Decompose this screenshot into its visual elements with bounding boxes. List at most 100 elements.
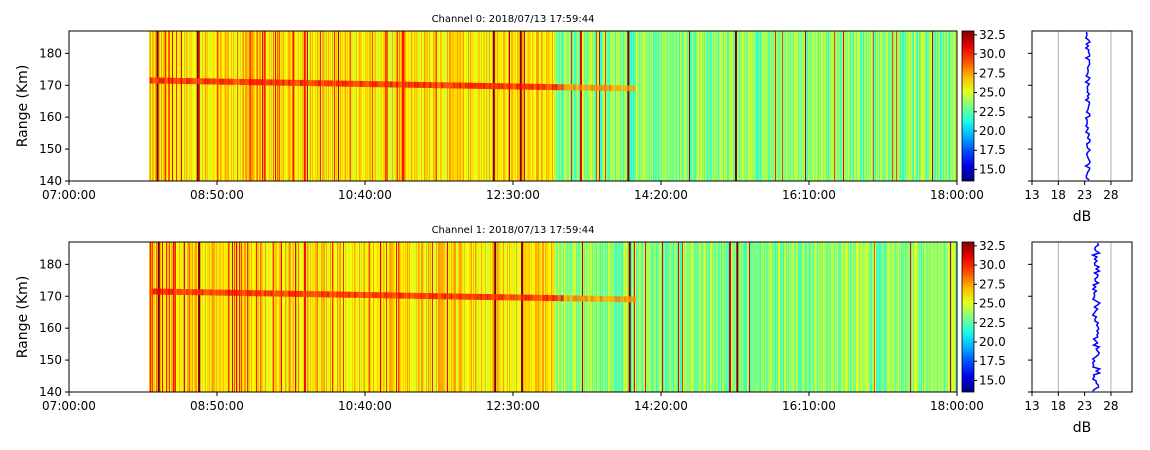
heatmap-column	[445, 31, 447, 181]
heatmap-column	[537, 242, 539, 392]
heatmap-column	[934, 242, 936, 392]
heatmap-column	[201, 242, 203, 392]
heatmap-column	[172, 31, 174, 181]
echo-layer-segment	[176, 288, 180, 295]
heatmap-column	[738, 242, 740, 392]
heatmap-column	[797, 31, 799, 181]
echo-layer-segment	[260, 79, 264, 86]
heatmap-column	[287, 31, 289, 181]
heatmap-column	[505, 242, 507, 392]
heatmap-column	[339, 31, 341, 181]
heatmap-column	[949, 31, 951, 181]
heatmap-column	[493, 242, 495, 392]
heatmap-column	[623, 31, 625, 181]
heatmap-column	[477, 31, 479, 181]
heatmap-column	[877, 242, 879, 392]
heatmap-column	[826, 31, 828, 181]
heatmap-column	[359, 242, 361, 392]
heatmap-column	[241, 242, 243, 392]
heatmap-column	[296, 242, 298, 392]
heatmap-column	[150, 242, 152, 392]
heatmap-column	[489, 242, 491, 392]
heatmap-column	[472, 242, 474, 392]
echo-layer-segment	[164, 77, 168, 84]
heatmap-column	[432, 31, 434, 181]
heatmap-column	[855, 242, 857, 392]
heatmap-column	[225, 31, 227, 181]
interference-line	[198, 242, 201, 392]
echo-layer-segment	[242, 79, 246, 86]
echo-layer-segment	[293, 79, 297, 86]
heatmap-column	[609, 31, 611, 181]
heatmap-column	[574, 31, 576, 181]
heatmap-column	[291, 242, 293, 392]
heatmap-column	[921, 242, 923, 392]
heatmap-column	[270, 242, 272, 392]
heatmap-column	[925, 242, 927, 392]
heatmap-column	[223, 242, 225, 392]
heatmap-column	[297, 242, 299, 392]
heatmap-column	[257, 31, 259, 181]
echo-layer-segment	[407, 292, 411, 299]
heatmap-column	[806, 242, 808, 392]
heatmap-column	[813, 242, 815, 392]
heatmap-column	[217, 31, 219, 181]
echo-layer-segment	[404, 81, 408, 88]
interference-line	[521, 242, 524, 392]
heatmap-column	[225, 242, 227, 392]
heatmap-column	[466, 242, 468, 392]
heatmap-column	[285, 242, 287, 392]
heatmap-column	[465, 242, 467, 392]
heatmap-column	[439, 31, 441, 181]
echo-layer-segment	[569, 84, 573, 91]
heatmap-column	[803, 31, 805, 181]
echo-layer-segment	[521, 294, 525, 301]
heatmap-column	[368, 31, 370, 181]
heatmap-column	[795, 242, 797, 392]
heatmap-column	[625, 31, 627, 181]
heatmap-column	[324, 31, 326, 181]
echo-layer-segment	[152, 288, 156, 295]
echo-layer-segment	[590, 295, 594, 302]
heatmap-column	[350, 31, 352, 181]
echo-layer-segment	[572, 295, 576, 302]
heatmap-column	[591, 242, 593, 392]
heatmap-column	[944, 31, 946, 181]
heatmap-column	[313, 242, 315, 392]
heatmap-column	[545, 242, 547, 392]
heatmap-column	[540, 31, 542, 181]
heatmap-column	[542, 242, 544, 392]
heatmap-column	[496, 31, 498, 181]
heatmap-column	[616, 31, 618, 181]
heatmap-column	[417, 242, 419, 392]
heatmap-column	[936, 31, 938, 181]
heatmap-column	[765, 242, 767, 392]
heatmap-column	[665, 31, 667, 181]
echo-layer-segment	[314, 80, 318, 87]
heatmap-column	[861, 31, 863, 181]
heatmap-column	[777, 242, 779, 392]
heatmap-column	[373, 31, 375, 181]
heatmap-column	[232, 31, 234, 181]
heatmap-column	[247, 242, 249, 392]
heatmap-column	[866, 31, 868, 181]
heatmap-column	[868, 242, 870, 392]
heatmap-column	[323, 31, 325, 181]
heatmap-column	[648, 242, 650, 392]
heatmap-column	[927, 242, 929, 392]
heatmap-column	[321, 31, 323, 181]
heatmap-column	[382, 242, 384, 392]
heatmap-column	[562, 31, 564, 181]
echo-layer-segment	[296, 79, 300, 86]
heatmap-column	[687, 242, 689, 392]
heatmap-column	[690, 31, 692, 181]
heatmap-column	[495, 31, 497, 181]
echo-layer-segment	[164, 288, 168, 295]
heatmap-column	[221, 31, 223, 181]
colorbar-tick-label: 32.5	[979, 239, 1006, 253]
heatmap-column	[395, 242, 397, 392]
heatmap-column	[788, 31, 790, 181]
heatmap-column	[201, 31, 203, 181]
y-tick-label: 160	[39, 321, 62, 335]
echo-layer-segment	[350, 291, 354, 298]
